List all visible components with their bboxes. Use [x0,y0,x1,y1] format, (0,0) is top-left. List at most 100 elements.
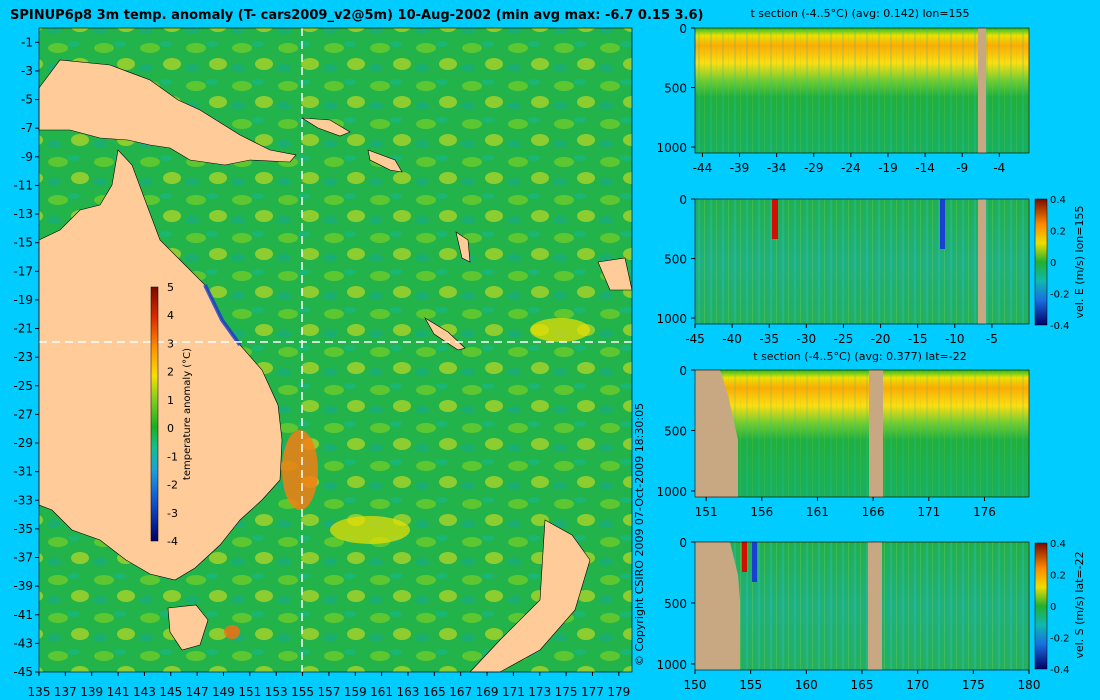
section-streaks [695,199,1029,324]
section-x-tick-label: 176 [973,505,996,519]
lat-tick-label: -11 [13,178,33,192]
vel-e-colorbar-label: vel. E (m/s) lon=155 [1073,206,1086,319]
colorbar-tick-label: 0 [167,422,174,435]
lon-tick-label: 163 [397,685,420,699]
temp-colorbar-label: temperature anomaly (°C) [182,348,193,480]
colorbar-tick-label: 4 [167,309,174,322]
lat-tick-label: -19 [13,293,33,307]
lon-tick-label: 161 [370,685,393,699]
vel-colorbar-tick-label: 0 [1050,602,1056,613]
lat-tick-label: -31 [13,465,33,479]
section-y-tick-label: 1000 [656,485,687,499]
section-x-tick-label: 151 [695,505,718,519]
jet-red [742,542,747,572]
lon-tick-label: 177 [581,685,604,699]
section-y-tick-label: 1000 [656,658,687,672]
lat-tick-label: -13 [13,207,33,221]
section-x-tick-label: 170 [906,678,929,692]
lat-tick-label: -35 [13,522,33,536]
colorbar-tick-label: -3 [167,507,178,520]
jet-blue [752,542,757,582]
warm-patch [224,625,240,639]
coastal-cold-band [203,284,242,347]
section-x-tick-label: 160 [795,678,818,692]
vel-s-colorbar [1034,542,1048,670]
section-x-tick-label: 175 [962,678,985,692]
section-streaks [695,370,1029,497]
section-land [695,542,740,670]
lon-tick-label: 139 [80,685,103,699]
warm-patch [530,318,590,342]
section-x-tick-label: -34 [767,161,787,175]
warm-eddy [282,430,318,510]
lat-tick-label: -43 [13,636,33,650]
section-x-tick-label: 165 [851,678,874,692]
temp-colorbar [150,286,159,542]
land-vanuatu [455,231,471,263]
jet-red [772,199,778,239]
lon-tick-label: 149 [212,685,235,699]
lon-tick-label: 175 [555,685,578,699]
section-x-tick-label: -29 [804,161,824,175]
section-x-tick-label: -19 [878,161,898,175]
lat-tick-label: -33 [13,493,33,507]
section-x-tick-label: -45 [685,332,705,346]
lat-tick-label: -3 [21,64,33,78]
copyright-text: © Copyright CSIRO 2009 07-Oct-2009 18:30… [633,403,646,666]
colorbar-tick-label: -2 [167,479,178,492]
lat-tick-label: -7 [21,121,33,135]
main-title: SPINUP6p8 3m temp. anomaly (T- cars2009_… [10,8,703,23]
lon-tick-label: 169 [476,685,499,699]
section-x-tick-label: -44 [693,161,713,175]
lat-tick-label: -9 [21,150,33,164]
section-y-tick-label: 500 [664,424,687,438]
lat-tick-label: -15 [13,236,33,250]
section-t-lon155: t section (-4..5°C) (avg: 0.142) lon=155… [656,7,1030,175]
vel-colorbar-tick-label: -0.4 [1050,665,1070,676]
section-t-lat-22: t section (-4..5°C) (avg: 0.377) lat=-22… [656,350,1030,519]
vel-colorbar-tick-label: -0.2 [1050,634,1070,645]
section-frame [694,27,1030,154]
section-y-tick-label: 500 [664,253,687,267]
section-y-tick-label: 0 [679,364,687,378]
section-x-tick-label: 166 [862,505,885,519]
section-x-tick-label: -25 [834,332,854,346]
map-lon-ticks: 135 137 139 141 143 145 147 149 151 153 155 157 159 1… [28,672,630,699]
section-x-tick-label: -10 [945,332,965,346]
section-y-tick-label: 500 [664,597,687,611]
colorbar-tick-label: 3 [167,337,174,350]
vel-colorbar-tick-label: -0.2 [1050,290,1070,301]
section-x-tick-label: -20 [871,332,891,346]
section-land [695,370,738,497]
vel-s-colorbar-label: vel. S (m/s) lat=-22 [1073,551,1086,658]
lon-tick-label: 173 [528,685,551,699]
lon-tick-label: 165 [423,685,446,699]
lat-tick-label: -37 [13,551,33,565]
section-y-tick-label: 500 [664,82,687,96]
section-x-tick-label: -5 [986,332,998,346]
section-x-tick-label: -40 [722,332,742,346]
section-x-tick-label: -4 [993,161,1005,175]
lon-tick-label: 155 [291,685,314,699]
land-australia [38,149,283,581]
lon-tick-label: 135 [28,685,51,699]
vel-colorbar-tick-label: -0.4 [1050,321,1070,332]
section-land [868,542,882,670]
lon-tick-label: 151 [238,685,261,699]
map-lat-ticks: -1 -3 -5 -7 -9 -11 -13 -15 -17 -19 -21 -23 -25 -27 -29… [13,35,39,679]
lon-tick-label: 171 [502,685,525,699]
lat-tick-label: -41 [13,608,33,622]
vel-colorbar-tick-label: 0.2 [1050,571,1066,582]
section-x-tick-label: 150 [684,678,707,692]
colorbar-tick-label: 5 [167,281,174,294]
section-x-tick-label: 171 [917,505,940,519]
vel-colorbar-tick-label: 0 [1050,258,1056,269]
land-new-zealand [469,519,591,673]
section-streaks [695,28,1029,153]
section-y-tick-label: 0 [679,536,687,550]
lon-tick-label: 179 [607,685,630,699]
vel-colorbar-tick-label: 0.4 [1050,195,1066,206]
section-x-tick-label: 155 [739,678,762,692]
map-frame [38,27,633,673]
